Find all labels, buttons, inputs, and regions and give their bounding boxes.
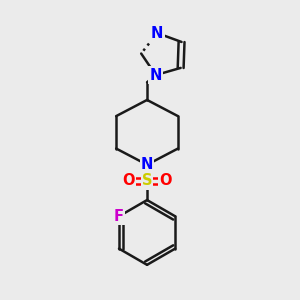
- Text: O: O: [123, 173, 135, 188]
- Text: F: F: [114, 209, 124, 224]
- Text: N: N: [141, 157, 153, 172]
- Text: N: N: [151, 26, 164, 40]
- Text: S: S: [142, 173, 152, 188]
- Text: N: N: [149, 68, 162, 82]
- Text: O: O: [159, 173, 172, 188]
